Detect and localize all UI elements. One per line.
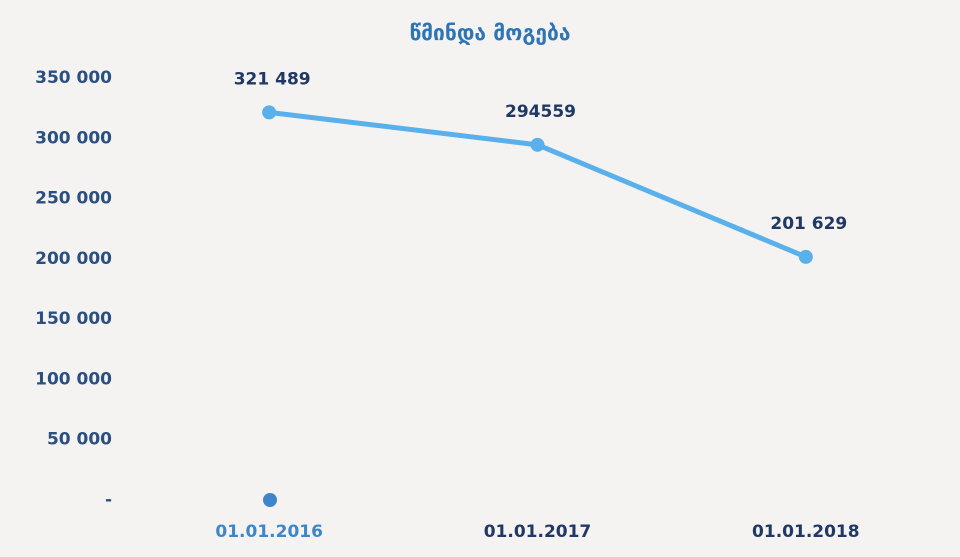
y-tick-label: - xyxy=(105,490,112,510)
x-tick-label: 01.01.2017 xyxy=(484,522,592,542)
y-tick-label: 100 000 xyxy=(35,369,112,389)
point xyxy=(530,137,545,152)
data-label: 321 489 xyxy=(234,69,311,89)
y-tick-label: 250 000 xyxy=(35,189,112,209)
y-tick-label: 50 000 xyxy=(47,430,112,450)
x-tick-label: 01.01.2016 xyxy=(215,522,323,542)
data-label: 294559 xyxy=(505,102,576,122)
point xyxy=(262,105,277,120)
x-tick-label: 01.01.2018 xyxy=(752,522,860,542)
data-label: 201 629 xyxy=(770,214,847,234)
point xyxy=(798,249,813,264)
y-tick-label: 300 000 xyxy=(35,128,112,148)
y-tick-label: 200 000 xyxy=(35,249,112,269)
y-tick-label: 350 000 xyxy=(35,68,112,88)
chart-title: წმინდა მოგება xyxy=(410,21,571,45)
legend-marker xyxy=(263,493,277,507)
y-tick-label: 150 000 xyxy=(35,309,112,329)
